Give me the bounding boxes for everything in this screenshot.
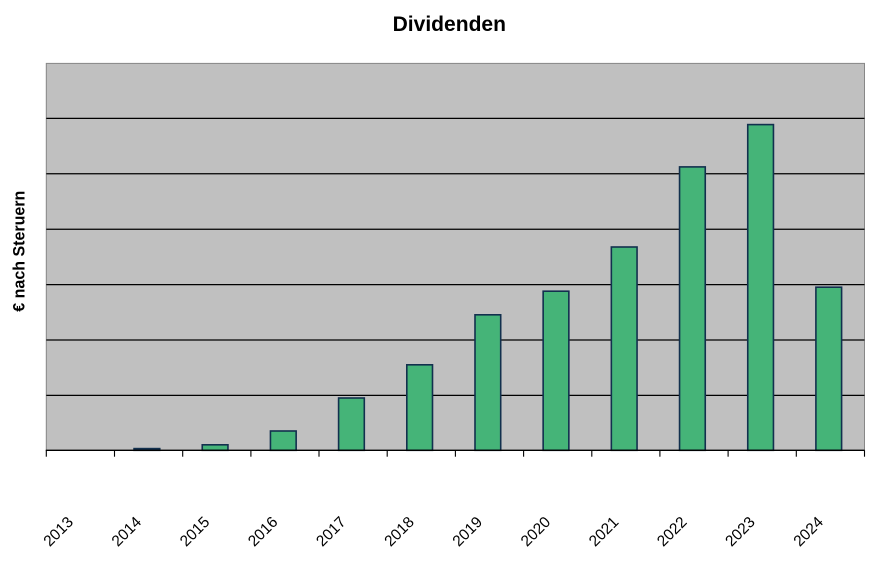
svg-text:Dividenden: Dividenden <box>393 12 506 36</box>
svg-text:€ nach Steruern: € nach Steruern <box>10 191 29 312</box>
